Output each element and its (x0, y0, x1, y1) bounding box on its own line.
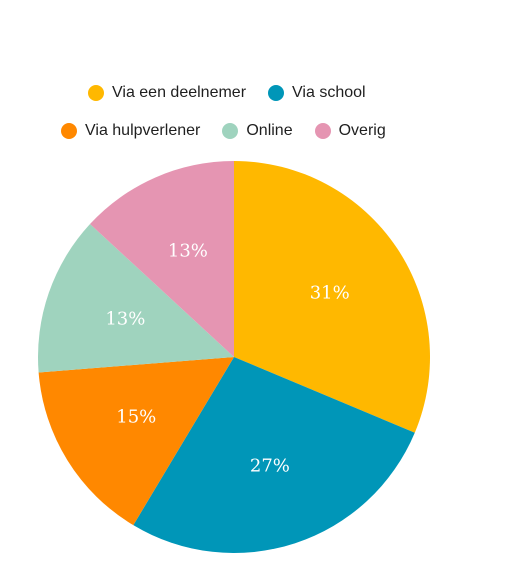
legend-swatch-via-een-deelnemer (88, 85, 104, 101)
legend-swatch-overig (314, 123, 331, 139)
legend-label-via-een-deelnemer: Via een deelnemer (112, 84, 247, 101)
legend-item-via-hulpverlener: Via hulpverlener (61, 122, 200, 140)
pie-slice-label-online: 13% (105, 308, 145, 329)
pie-slice-label-overig: 13% (168, 241, 208, 262)
legend-item-via-een-deelnemer: Via een deelnemer (88, 84, 246, 102)
legend-label-via-school: Via school (292, 84, 366, 101)
pie-slice-via-een-deelnemer (234, 161, 430, 433)
legend-item-overig: Overig (314, 122, 386, 140)
pie-slice-via-school (133, 357, 415, 553)
legend-label-online: Online (246, 122, 293, 139)
legend-swatch-via-hulpverlener (61, 123, 77, 139)
legend-swatch-online (222, 123, 239, 139)
pie-slice-label-via-een-deelnemer: 31% (310, 282, 350, 303)
pie-slice-overig (90, 161, 235, 357)
pie-slice-label-via-school: 27% (250, 455, 290, 476)
legend-swatch-via-school (268, 85, 285, 101)
pie-slice-label-via-hulpverlener: 15% (116, 407, 156, 428)
legend-row-1: Via een deelnemer Via school (88, 84, 388, 102)
legend-row-2: Via hulpverlener Online Overig (61, 122, 408, 140)
legend-label-overig: Overig (338, 122, 386, 139)
pie-slice-online (38, 224, 234, 373)
legend-item-online: Online (222, 122, 293, 140)
legend-label-via-hulpverlener: Via hulpverlener (85, 122, 201, 139)
legend-item-via-school: Via school (268, 84, 366, 102)
pie-slice-via-hulpverlener (38, 357, 235, 526)
